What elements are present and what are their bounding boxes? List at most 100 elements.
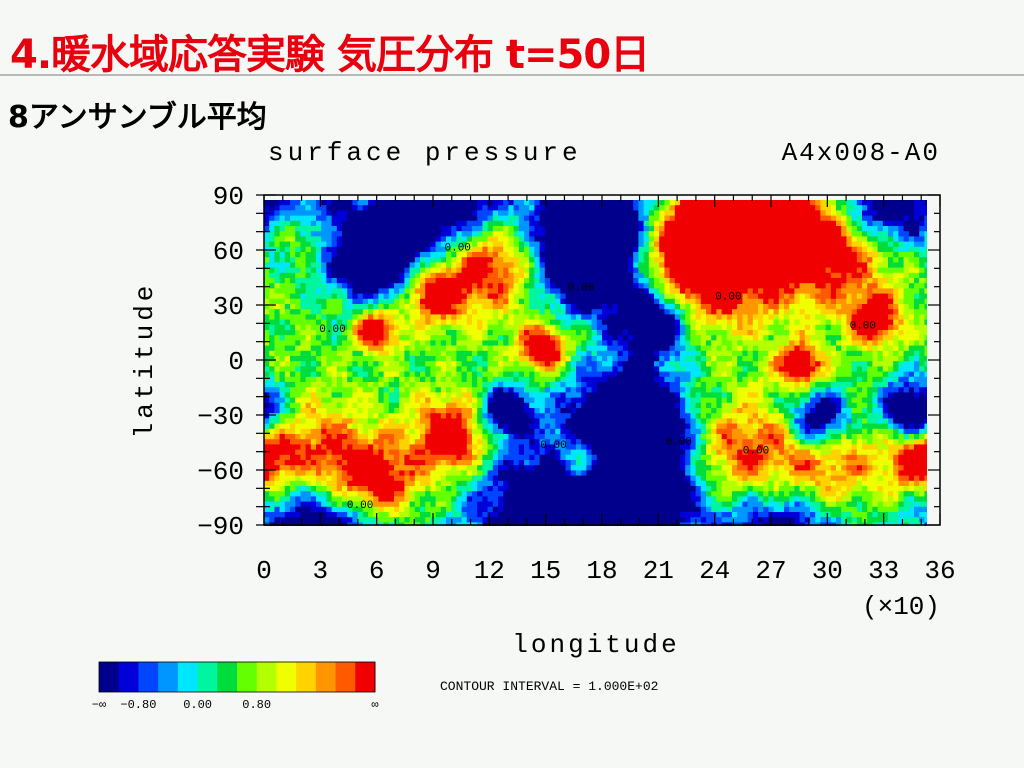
heatmap-cell xyxy=(373,257,379,263)
heatmap-cell xyxy=(700,257,707,263)
heatmap-cell xyxy=(596,293,603,300)
heatmap-cell xyxy=(347,314,353,321)
heatmap-cell xyxy=(768,252,775,258)
heatmap-cell xyxy=(321,356,327,362)
heatmap-cell xyxy=(316,376,322,383)
heatmap-cell xyxy=(555,304,561,310)
heatmap-cell xyxy=(321,387,327,393)
heatmap-cell xyxy=(362,241,369,248)
heatmap-cell xyxy=(362,278,369,284)
heatmap-cell xyxy=(856,340,863,347)
heatmap-cell xyxy=(357,283,364,289)
heatmap-cell xyxy=(711,309,717,315)
heatmap-cell xyxy=(726,366,733,373)
heatmap-cell xyxy=(404,283,411,289)
heatmap-cell xyxy=(383,288,390,295)
heatmap-cell xyxy=(680,278,686,284)
heatmap-cell xyxy=(612,387,619,393)
heatmap-cell xyxy=(342,319,348,326)
heatmap-cell xyxy=(284,304,291,310)
heatmap-cell xyxy=(924,278,927,284)
heatmap-cell xyxy=(810,304,816,310)
heatmap-cell xyxy=(492,376,499,383)
heatmap-cell xyxy=(789,324,795,331)
heatmap-cell xyxy=(612,324,619,331)
heatmap-cell xyxy=(383,330,390,336)
heatmap-cell xyxy=(269,340,275,347)
heatmap-cell xyxy=(331,350,338,357)
heatmap-cell xyxy=(732,215,738,222)
heatmap-cell xyxy=(555,231,561,237)
heatmap-cell xyxy=(342,382,348,388)
heatmap-cell xyxy=(383,205,390,211)
heatmap-cell xyxy=(451,340,457,347)
heatmap-cell xyxy=(336,210,343,217)
heatmap-cell xyxy=(404,220,411,227)
heatmap-cell xyxy=(487,288,494,295)
heatmap-cell xyxy=(628,272,634,279)
heatmap-cell xyxy=(882,226,889,232)
heatmap-cell xyxy=(752,314,759,321)
heatmap-cell xyxy=(524,267,530,274)
heatmap-cell xyxy=(617,345,624,352)
heatmap-cell xyxy=(544,382,551,388)
heatmap-cell xyxy=(487,314,494,321)
heatmap-cell xyxy=(503,324,509,331)
heatmap-cell xyxy=(888,350,894,357)
heatmap-cell xyxy=(898,231,905,237)
heatmap-cell xyxy=(487,272,494,279)
heatmap-cell xyxy=(373,267,379,274)
heatmap-cell xyxy=(695,356,702,362)
heatmap-cell xyxy=(373,278,379,284)
heatmap-cell xyxy=(820,278,827,284)
heatmap-cell xyxy=(815,350,821,357)
heatmap-cell xyxy=(841,335,847,341)
heatmap-cell xyxy=(711,319,717,326)
heatmap-cell xyxy=(768,205,775,211)
heatmap-cell xyxy=(919,309,925,315)
heatmap-cell xyxy=(440,252,447,258)
heatmap-cell xyxy=(695,231,702,237)
heatmap-cell xyxy=(472,288,478,295)
heatmap-cell xyxy=(279,356,286,362)
heatmap-cell xyxy=(633,220,639,227)
heatmap-cell xyxy=(430,210,437,217)
heatmap-cell xyxy=(680,361,686,367)
heatmap-cell xyxy=(482,272,489,279)
heatmap-cell xyxy=(284,215,291,222)
heatmap-cell xyxy=(518,330,525,336)
heatmap-cell xyxy=(451,262,457,269)
heatmap-cell xyxy=(669,257,676,263)
heatmap-cell xyxy=(544,371,551,378)
heatmap-cell xyxy=(591,220,598,227)
heatmap-cell xyxy=(581,392,587,399)
heatmap-cell xyxy=(706,366,712,373)
heatmap-cell xyxy=(706,350,712,357)
heatmap-cell xyxy=(446,371,452,378)
heatmap-cell xyxy=(804,231,811,237)
heatmap-cell xyxy=(409,376,416,383)
heatmap-cell xyxy=(877,335,884,341)
heatmap-cell xyxy=(706,304,712,310)
heatmap-cell xyxy=(607,267,613,274)
heatmap-cell xyxy=(706,387,712,393)
heatmap-cell xyxy=(680,272,686,279)
heatmap-cell xyxy=(388,340,395,347)
heatmap-cell xyxy=(316,262,322,269)
heatmap-cell xyxy=(425,382,431,388)
heatmap-cell xyxy=(659,345,665,352)
heatmap-cell xyxy=(617,340,624,347)
heatmap-cell xyxy=(570,246,577,253)
heatmap-cell xyxy=(638,382,645,388)
heatmap-cell xyxy=(643,252,650,258)
heatmap-cell xyxy=(773,231,780,237)
heatmap-cell xyxy=(560,350,567,357)
heatmap-cell xyxy=(373,350,379,357)
heatmap-cell xyxy=(331,283,338,289)
heatmap-cell xyxy=(752,267,759,274)
heatmap-cell xyxy=(690,397,697,404)
heatmap-cell xyxy=(820,267,827,274)
heatmap-cell xyxy=(529,236,535,243)
heatmap-cell xyxy=(893,293,899,300)
heatmap-cell xyxy=(685,356,691,362)
